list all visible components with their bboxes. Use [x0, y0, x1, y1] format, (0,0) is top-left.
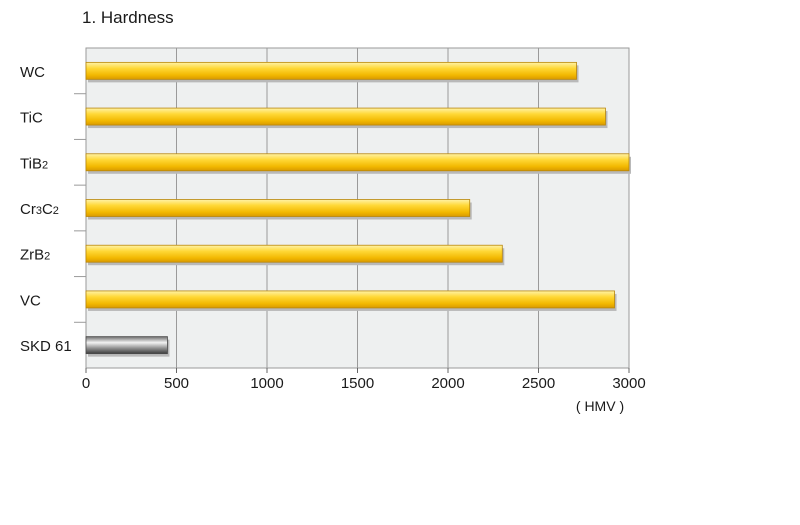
bar-zrb2 — [85, 244, 503, 263]
x-tick-label: 1500 — [341, 375, 374, 392]
category-label: Cr3C2 — [20, 201, 59, 218]
bar-wc — [85, 61, 577, 80]
category-label: ZrB2 — [20, 247, 50, 264]
x-tick-label: 1000 — [250, 375, 283, 392]
category-label: WC — [20, 64, 45, 81]
category-label: SKD 61 — [20, 338, 72, 355]
bar-tic — [85, 107, 606, 126]
x-tick-label: 500 — [164, 375, 189, 392]
category-label: TiB2 — [20, 155, 48, 172]
x-tick-label: 3000 — [612, 375, 645, 392]
bar-tib2 — [85, 153, 630, 172]
x-tick-label: 0 — [82, 375, 90, 392]
category-label: VC — [20, 292, 41, 309]
bar-cr3c2 — [85, 199, 471, 217]
category-label: TiC — [20, 110, 43, 127]
x-tick-label: 2500 — [522, 375, 555, 392]
bar-vc — [85, 290, 615, 309]
bar-skd-61 — [85, 336, 168, 355]
x-axis-unit-label: ( HMV ) — [576, 398, 624, 414]
x-tick-label: 2000 — [431, 375, 464, 392]
chart-title: 1. Hardness — [82, 8, 174, 27]
